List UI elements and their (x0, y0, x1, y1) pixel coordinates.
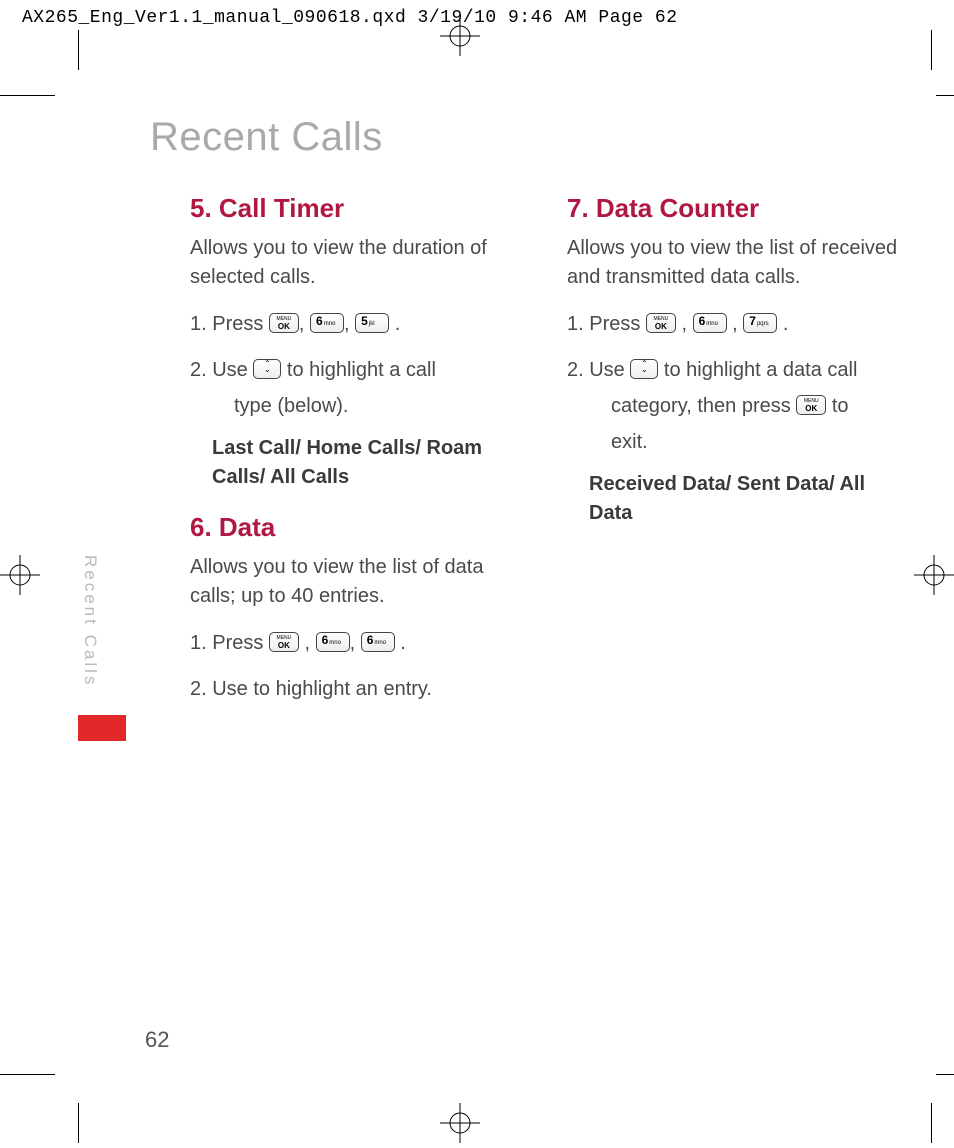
key-letters: jkl (369, 314, 375, 329)
registration-mark-top (440, 16, 480, 56)
key-digit: 6 (365, 633, 375, 645)
key-6-icon: 6mno (693, 313, 727, 333)
side-tab-label: Recent Calls (80, 555, 100, 687)
key-6-icon: 6mno (361, 632, 395, 652)
key-letters: pqrs (757, 314, 769, 329)
section-7-desc: Allows you to view the list of received … (567, 234, 909, 292)
nav-key-icon (630, 359, 658, 379)
crop-mark (936, 1074, 954, 1075)
step-text: 1. Press (567, 313, 646, 335)
step-text: to (832, 395, 849, 417)
nav-key-icon (253, 359, 281, 379)
step-text: . (389, 313, 400, 335)
step-text: , (299, 313, 310, 335)
section-5-desc: Allows you to view the duration of selec… (190, 234, 532, 292)
step-text: , (727, 313, 744, 335)
section-7-step1: 1. Press , 6mno , 7pqrs . (567, 306, 909, 342)
page-body: Recent Calls 5. Call Timer Allows you to… (75, 60, 934, 1085)
step-text: 2. Use (190, 359, 253, 381)
crop-mark (0, 95, 55, 96)
step-text: , (344, 313, 355, 335)
step-text: 1. Press (190, 632, 269, 654)
step-text: , (350, 632, 361, 654)
section-7-step2: 2. Use to highlight a data call category… (567, 352, 909, 460)
step-text: type (below). (212, 388, 532, 424)
section-6-title: 6. Data (190, 512, 532, 543)
section-7-options: Received Data/ Sent Data/ All Data (589, 470, 909, 528)
key-letters: mno (329, 633, 341, 648)
section-5-step2: 2. Use to highlight a call type (below). (190, 352, 532, 424)
ok-key-icon (646, 313, 676, 333)
step-text: . (777, 313, 788, 335)
section-5-step1: 1. Press , 6mno, 5jkl . (190, 306, 532, 342)
key-digit: 6 (314, 314, 324, 326)
key-digit: 6 (697, 314, 707, 326)
chapter-title: Recent Calls (150, 115, 934, 160)
key-letters: mno (706, 314, 718, 329)
column-right: 7. Data Counter Allows you to view the l… (567, 185, 909, 717)
key-6-icon: 6mno (310, 313, 344, 333)
key-7-icon: 7pqrs (743, 313, 777, 333)
section-5-title: 5. Call Timer (190, 193, 532, 224)
ok-key-icon (796, 395, 826, 415)
side-tab-marker (78, 715, 126, 741)
key-digit: 5 (359, 314, 369, 326)
section-6-step2: 2. Use to highlight an entry. (190, 671, 532, 707)
key-letters: mno (374, 633, 386, 648)
step-text: to highlight a data call (664, 359, 857, 381)
step-text: . (395, 632, 406, 654)
step-text: to highlight a call (287, 359, 436, 381)
step-text: exit. (589, 424, 909, 460)
section-5-options: Last Call/ Home Calls/ Roam Calls/ All C… (212, 434, 532, 492)
content-columns: 5. Call Timer Allows you to view the dur… (190, 185, 909, 717)
step-text: , (676, 313, 693, 335)
column-left: 5. Call Timer Allows you to view the dur… (190, 185, 532, 717)
step-text: , (299, 632, 316, 654)
section-6-desc: Allows you to view the list of data call… (190, 553, 532, 611)
key-digit: 7 (747, 314, 757, 326)
registration-mark-bottom (440, 1103, 480, 1143)
key-digit: 6 (320, 633, 330, 645)
crop-mark (936, 95, 954, 96)
section-6-step1: 1. Press , 6mno, 6mno . (190, 625, 532, 661)
ok-key-icon (269, 632, 299, 652)
section-7-title: 7. Data Counter (567, 193, 909, 224)
step-text: 1. Press (190, 313, 269, 335)
key-letters: mno (324, 314, 336, 329)
step-text: category, then press (611, 395, 796, 417)
page-number: 62 (145, 1027, 169, 1053)
crop-mark (931, 1103, 932, 1143)
crop-mark (0, 1074, 55, 1075)
registration-mark-left (0, 555, 40, 595)
key-6-icon: 6mno (316, 632, 350, 652)
key-5-icon: 5jkl (355, 313, 389, 333)
step-text: 2. Use (567, 359, 630, 381)
crop-mark (78, 1103, 79, 1143)
ok-key-icon (269, 313, 299, 333)
step-text-line: category, then press to (589, 388, 909, 424)
